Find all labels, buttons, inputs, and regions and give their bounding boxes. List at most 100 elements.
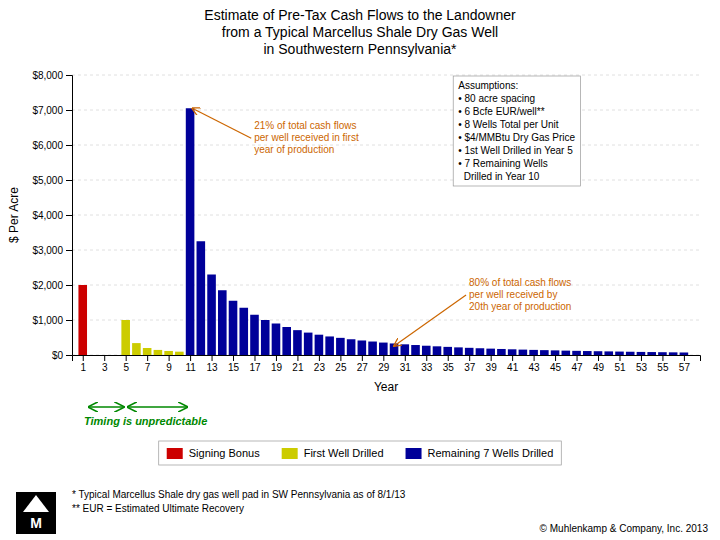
legend-item: Signing Bonus <box>167 447 260 459</box>
bar <box>164 351 173 355</box>
grid-line <box>72 215 700 216</box>
bar <box>197 241 206 355</box>
bar <box>379 343 388 355</box>
title: Estimate of Pre-Tax Cash Flows to the La… <box>204 7 516 57</box>
y-tick-mark <box>66 145 72 146</box>
x-tick-label: 51 <box>614 362 626 373</box>
y-tick-mark <box>66 215 72 216</box>
y-tick-label: $6,000 <box>32 140 63 151</box>
y-tick: $5,000 <box>32 175 72 186</box>
x-tick-label: 13 <box>206 362 218 373</box>
annotation: 21% of total cash flowsper well received… <box>254 120 359 155</box>
x-tick: 15 <box>228 355 240 373</box>
bar <box>358 340 367 355</box>
logo-box <box>16 492 56 534</box>
x-tick-mark <box>276 355 277 361</box>
x-tick-label: 37 <box>464 362 476 373</box>
x-tick-mark <box>534 355 535 361</box>
footnote: * Typical Marcellus Shale dry gas well p… <box>72 489 406 500</box>
y-tick-mark <box>66 355 72 356</box>
x-tick-mark <box>190 355 191 361</box>
x-tick-label: 39 <box>486 362 498 373</box>
bar <box>175 352 184 355</box>
grid-line <box>72 110 700 111</box>
x-tick: 51 <box>614 355 626 373</box>
bar <box>626 352 635 355</box>
bar <box>422 346 431 355</box>
x-tick-mark <box>319 355 320 361</box>
x-tick-label: 33 <box>421 362 433 373</box>
y-tick-label: $2,000 <box>32 280 63 291</box>
bar <box>551 350 560 355</box>
assumptions-box: Assumptions:• 80 acre spacing• 6 Bcfe EU… <box>453 76 580 186</box>
x-tick-label: 23 <box>314 362 326 373</box>
annotation-arrow <box>394 295 466 346</box>
x-tick-label: 31 <box>400 362 412 373</box>
y-tick-mark <box>66 320 72 321</box>
x-tick-label: 5 <box>123 362 129 373</box>
bar <box>250 315 259 355</box>
bar <box>647 352 656 355</box>
bars <box>78 108 688 355</box>
annotation-arrow <box>192 108 251 138</box>
x-tick: 37 <box>464 355 476 373</box>
y-tick: $4,000 <box>32 210 72 221</box>
y-tick: $8,000 <box>32 70 72 81</box>
x-tick: 5 <box>123 355 129 373</box>
x-tick-label: 19 <box>271 362 283 373</box>
bar <box>508 349 517 355</box>
bar <box>465 348 474 355</box>
legend-item: First Well Drilled <box>282 447 384 459</box>
x-tick-label: 55 <box>657 362 669 373</box>
bar <box>154 350 163 355</box>
legend-label: Remaining 7 Wells Drilled <box>428 447 554 459</box>
x-tick: 11 <box>185 355 196 373</box>
bar <box>368 342 377 355</box>
grid-line <box>72 250 700 251</box>
x-tick-label: 9 <box>166 362 172 373</box>
y-axis-line <box>66 76 73 356</box>
x-tick-mark <box>340 355 341 361</box>
x-tick-label: 27 <box>357 362 369 373</box>
x-axis-line <box>73 356 701 362</box>
grid-line <box>72 285 700 286</box>
x-tick: 1 <box>80 355 86 373</box>
x-tick: 55 <box>657 355 669 373</box>
logo-triangle <box>23 495 49 512</box>
x-tick-mark <box>104 355 105 361</box>
x-tick: 17 <box>249 355 261 373</box>
x-tick-label: 21 <box>292 362 304 373</box>
x-tick-mark <box>426 355 427 361</box>
x-tick: 21 <box>292 355 304 373</box>
x-tick-mark <box>641 355 642 361</box>
x-tick-mark <box>126 355 127 361</box>
logo: M <box>16 492 56 534</box>
bar <box>218 290 227 355</box>
y-tick-label: $0 <box>52 350 64 361</box>
bar <box>669 352 678 355</box>
legend-item: Remaining 7 Wells Drilled <box>406 447 554 459</box>
x-tick-label: 3 <box>102 362 108 373</box>
legend-swatch <box>167 448 183 459</box>
y-tick: $0 <box>52 350 72 361</box>
legend-label: First Well Drilled <box>304 447 384 459</box>
y-axis-title: $ Per Acre <box>7 187 21 243</box>
x-tick-label: 49 <box>593 362 605 373</box>
y-tick: $7,000 <box>32 105 72 116</box>
x-tick: 27 <box>357 355 369 373</box>
grid-line <box>72 180 700 181</box>
bar <box>132 343 141 355</box>
x-tick-mark <box>362 355 363 361</box>
x-tick-mark <box>469 355 470 361</box>
logo-text: M <box>30 515 42 531</box>
bar <box>282 327 291 355</box>
copyright: © Muhlenkamp & Company, Inc. 2013 <box>540 523 709 534</box>
chart: Estimate of Pre-Tax Cash Flows to the La… <box>0 0 720 540</box>
x-tick-mark <box>619 355 620 361</box>
annotation: 80% of total cash flowsper well received… <box>469 277 571 312</box>
bar <box>637 352 646 355</box>
x-tick: 33 <box>421 355 433 373</box>
x-tick-label: 35 <box>443 362 455 373</box>
x-tick: 25 <box>335 355 347 373</box>
bar <box>315 335 324 355</box>
